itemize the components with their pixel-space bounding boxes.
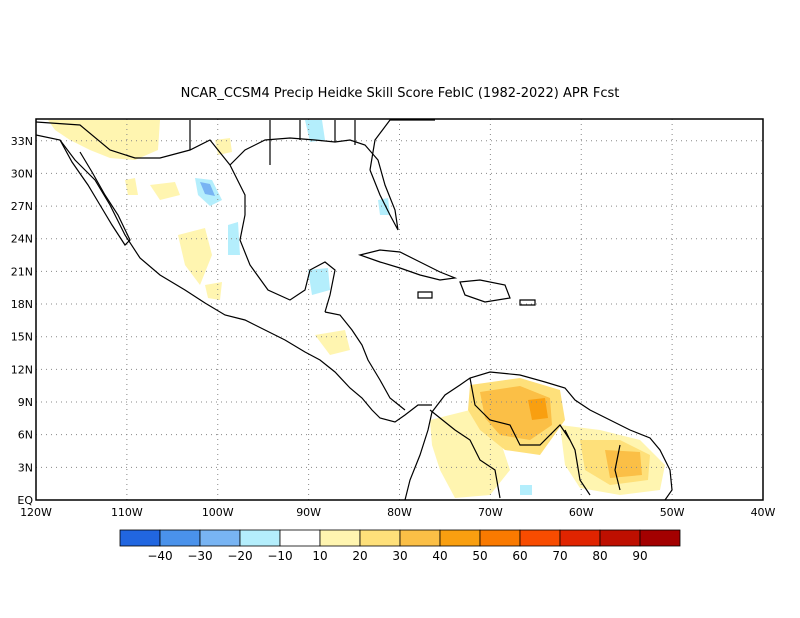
lon-tick-label: 40W: [751, 506, 776, 519]
skill-shading: [48, 120, 665, 498]
skill-area-central-mexico: [150, 182, 180, 200]
coast-hispaniola: [459, 279, 511, 303]
colorbar-label: −20: [227, 549, 252, 563]
coast-jamaica: [417, 291, 433, 299]
colorbar-label: −30: [187, 549, 212, 563]
skill-area-central-am-yellow: [315, 330, 350, 355]
colorbar-swatch: [199, 529, 241, 547]
coast-us-east: [369, 119, 435, 171]
coast-mexico-pacific: [36, 134, 432, 423]
skill-area-baja: [125, 178, 138, 195]
lat-tick-label: 12N: [11, 363, 33, 376]
border-suriname: [614, 444, 621, 491]
lat-tick-label: 18N: [11, 298, 33, 311]
lon-tick-label: 90W: [296, 506, 321, 519]
latitude-labels: EQ 3N 6N 9N 12N 15N 18N 21N 24N 27N 30N 33N: [11, 135, 34, 507]
skill-area-yucatan-blue: [308, 268, 330, 295]
lat-tick-label: 33N: [11, 135, 33, 148]
skill-area-florida-blue2: [378, 198, 390, 215]
lon-tick-label: 100W: [202, 506, 234, 519]
colorbar-label: 80: [592, 549, 607, 563]
coast-baja: [59, 139, 131, 246]
lat-tick-label: 9N: [18, 396, 33, 409]
coastlines: [36, 119, 673, 500]
colorbar-label: 90: [632, 549, 647, 563]
colorbar-label: 60: [512, 549, 527, 563]
border-us-states: [189, 120, 356, 165]
map-frame: [35, 118, 764, 501]
colorbar-swatch: [639, 529, 681, 547]
colorbar-label: 50: [472, 549, 487, 563]
map-title: NCAR_CCSM4 Precip Heidke Skill Score Feb…: [180, 86, 620, 101]
lat-tick-label: 6N: [18, 429, 33, 442]
colorbar-swatch: [239, 529, 281, 547]
lat-tick-label: 30N: [11, 167, 33, 180]
coast-south-america: [404, 371, 673, 500]
skill-area-nw-mexico: [48, 120, 160, 160]
coast-us-gulf: [229, 137, 399, 231]
colorbar-swatch: [159, 529, 201, 547]
coast-cuba: [357, 249, 458, 281]
lon-tick-label: 80W: [387, 506, 412, 519]
lon-tick-label: 50W: [660, 506, 685, 519]
colorbar-label: 20: [352, 549, 367, 563]
skill-area-brazil-blue: [520, 485, 532, 495]
skill-area-gulf-blue: [228, 222, 240, 255]
skill-area-florida-blue: [305, 120, 325, 142]
skill-area-venezuela-hot: [528, 398, 548, 420]
colorbar-swatch: [119, 529, 161, 547]
coast-puerto-rico: [519, 299, 536, 306]
lat-tick-label: 15N: [11, 331, 33, 344]
skill-area-mexico-blue-dark: [200, 182, 215, 196]
longitude-labels: 120W 110W 100W 90W 80W 70W 60W 50W 40W: [20, 506, 775, 519]
skill-area-ne-mexico: [215, 138, 232, 155]
skill-area-guianas-core: [605, 450, 642, 478]
border-us-mexico: [36, 121, 231, 166]
lat-tick-label: 21N: [11, 265, 33, 278]
colorbar-label: −40: [147, 549, 172, 563]
colorbar-swatch: [599, 529, 641, 547]
colorbar-swatch: [479, 529, 521, 547]
colorbar-swatch: [519, 529, 561, 547]
border-colombia: [429, 409, 501, 499]
lat-tick-label: 24N: [11, 233, 33, 246]
colorbar-swatch: [399, 529, 441, 547]
lat-tick-label: 3N: [18, 461, 33, 474]
colorbar-swatch: [319, 529, 361, 547]
lon-tick-label: 120W: [20, 506, 52, 519]
lon-tick-label: 110W: [111, 506, 143, 519]
colorbar-swatch: [559, 529, 601, 547]
coast-central-america: [324, 311, 406, 411]
colorbar-label: 40: [432, 549, 447, 563]
colorbar-label: −10: [267, 549, 292, 563]
lat-tick-label: 27N: [11, 200, 33, 213]
colorbar-label: 10: [312, 549, 327, 563]
border-guyana: [564, 429, 591, 496]
colorbar-swatch: [279, 529, 321, 547]
lat-tick-label: EQ: [17, 494, 33, 507]
coast-gulf-mexico: [229, 164, 336, 313]
skill-area-mexico-south: [178, 228, 212, 285]
border-venezuela: [469, 377, 571, 446]
lon-tick-label: 70W: [478, 506, 503, 519]
skill-area-mexico-small: [205, 282, 222, 300]
colorbar-swatch: [359, 529, 401, 547]
colorbar-label: 30: [392, 549, 407, 563]
lon-tick-label: 60W: [569, 506, 594, 519]
colorbar-label: 70: [552, 549, 567, 563]
colorbar-swatch: [439, 529, 481, 547]
colorbar: −40 −30 −20 −10 10 20 30 40 50 60 70 80 90: [119, 529, 681, 563]
